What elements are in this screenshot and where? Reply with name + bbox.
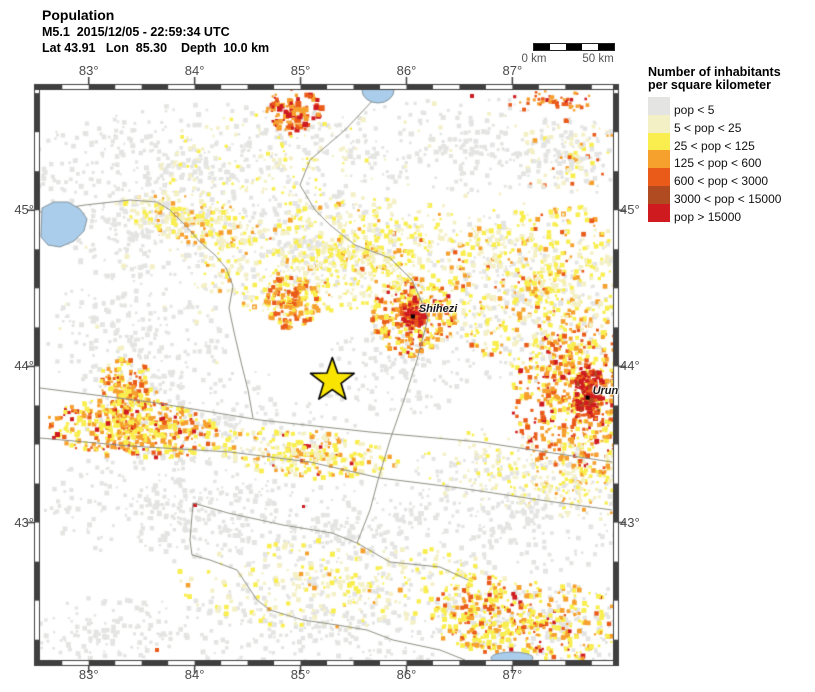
event-lat-lon-depth: Lat 43.91 Lon 85.30 Depth 10.0 km	[42, 41, 270, 55]
axis-label-bottom-86: 86°	[396, 667, 417, 682]
legend-item-label: 125 < pop < 600	[674, 156, 762, 171]
legend-item: pop > 15000	[648, 203, 813, 224]
scale-bar-segment	[550, 44, 566, 50]
scale-bar-segment	[598, 44, 614, 50]
legend-item: 600 < pop < 3000	[648, 168, 813, 188]
legend-color-swatch	[648, 114, 670, 133]
scale-bar-segment	[534, 44, 550, 50]
legend-item: 25 < pop < 125	[648, 132, 813, 153]
axis-label-right-43: 43°	[620, 514, 640, 530]
legend-item-label: pop > 15000	[674, 209, 742, 224]
legend-title-line2: per square kilometer	[648, 78, 771, 92]
scale-bar-max-label: 50 km	[582, 53, 614, 65]
axis-label-top-83: 83°	[78, 63, 99, 78]
legend-item-label: 25 < pop < 125	[674, 138, 755, 153]
legend-item: 3000 < pop < 15000	[648, 185, 813, 206]
legend-item-label: 5 < pop < 25	[674, 120, 742, 135]
legend-color-swatch	[648, 97, 670, 115]
legend-color-swatch	[648, 132, 670, 151]
event-magnitude-time: M5.1 2015/12/05 - 22:59:34 UTC	[42, 25, 230, 39]
legend-color-swatch	[648, 185, 670, 204]
axis-label-top-85: 85°	[290, 63, 311, 78]
axis-label-bottom-83: 83°	[78, 667, 99, 682]
legend-item-label: 3000 < pop < 15000	[674, 191, 782, 206]
legend-item-label: pop < 5	[674, 103, 715, 117]
axis-label-bottom-85: 85°	[290, 667, 311, 682]
legend-color-swatch	[648, 168, 670, 186]
axis-label-top-84: 84°	[184, 63, 205, 78]
legend-item: pop < 5	[648, 97, 813, 117]
city-label-shihezi: Shihezi	[418, 303, 458, 316]
legend-rows: pop < 5 5 < pop < 25 25 < pop < 125 125 < p…	[648, 97, 813, 224]
axis-label-left-45: 45°	[14, 202, 34, 218]
axis-label-top-86: 86°	[396, 63, 417, 78]
axis-label-left-44: 44°	[14, 358, 34, 374]
legend-item: 5 < pop < 25	[648, 114, 813, 135]
axis-label-right-45: 45°	[620, 202, 640, 218]
legend-title-line1: Number of inhabitants	[648, 65, 781, 79]
city-label-urun: Urun	[592, 384, 619, 397]
map-scale-bar	[533, 43, 615, 51]
page-title: Population	[42, 7, 115, 23]
axis-label-left-43: 43°	[14, 514, 34, 530]
legend-color-swatch	[648, 150, 670, 169]
scale-bar-segment	[582, 44, 598, 50]
scale-bar-segment	[566, 44, 582, 50]
axis-label-bottom-87: 87°	[502, 667, 523, 682]
population-legend: Number of inhabitants per square kilomet…	[648, 65, 813, 224]
legend-item: 125 < pop < 600	[648, 150, 813, 170]
legend-item-label: 600 < pop < 3000	[674, 174, 769, 189]
axis-label-bottom-84: 84°	[184, 667, 205, 682]
scale-bar-zero-label: 0 km	[521, 53, 547, 65]
axis-label-top-87: 87°	[502, 63, 523, 78]
axis-label-right-44: 44°	[620, 358, 640, 374]
legend-color-swatch	[648, 203, 670, 222]
population-map-canvas	[26, 76, 627, 674]
